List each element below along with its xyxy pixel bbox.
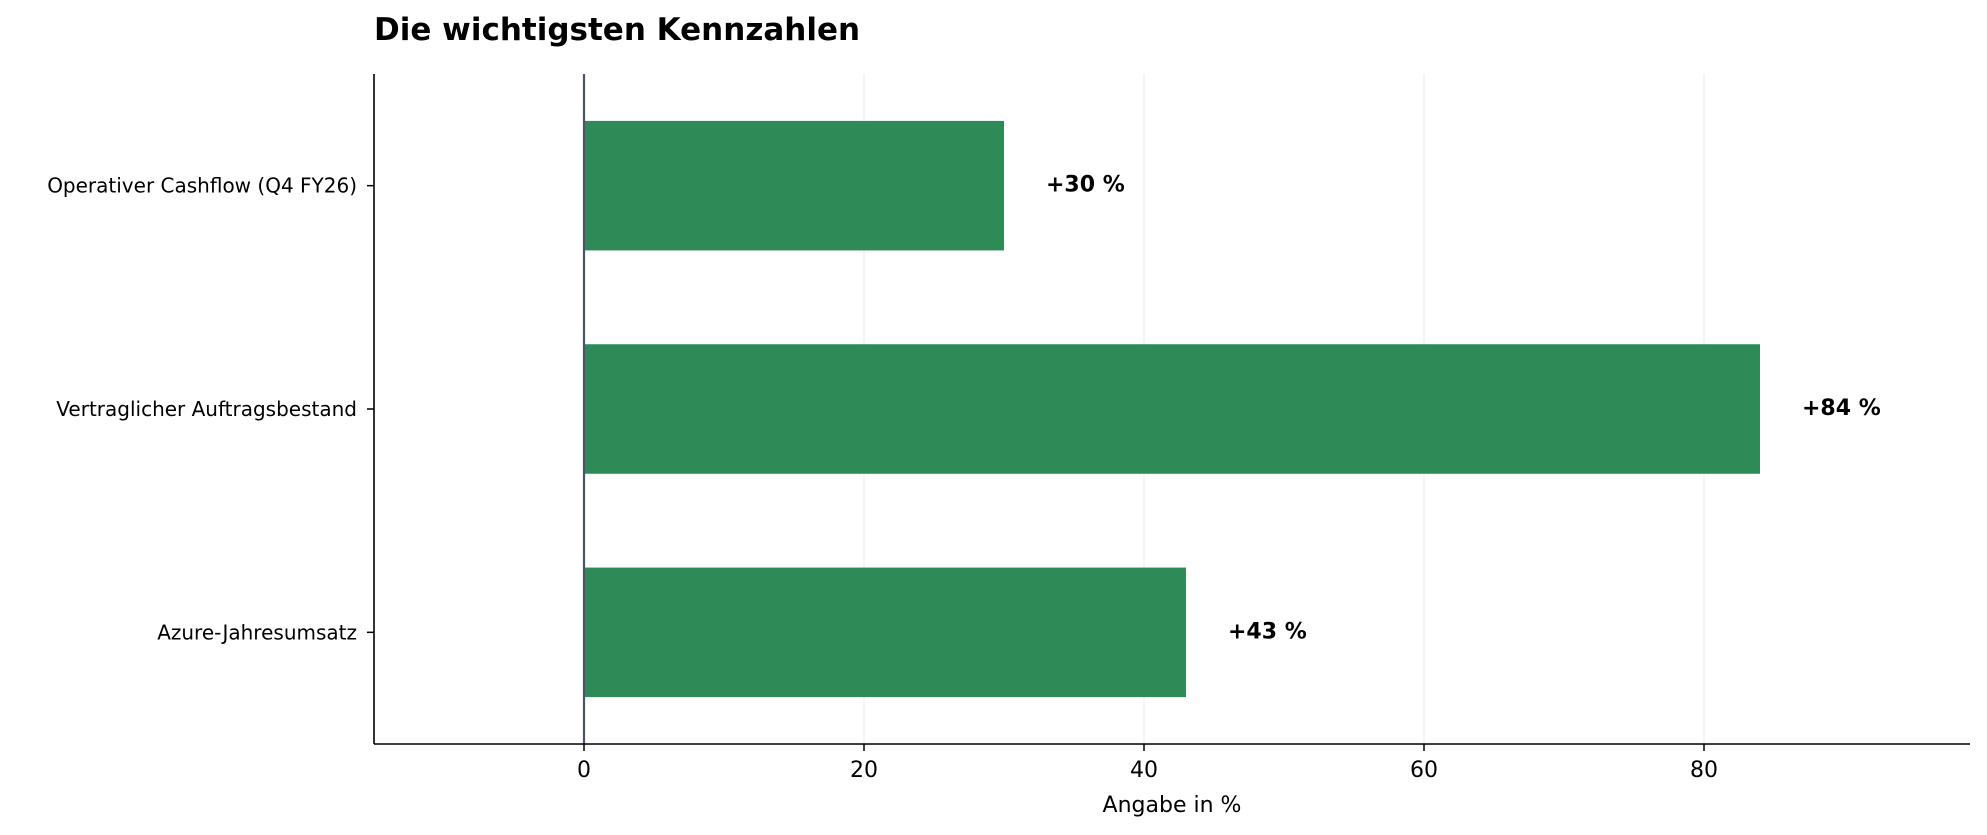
bars — [584, 120, 1760, 698]
bar-1 — [584, 344, 1760, 474]
x-tick-label-60: 60 — [1410, 758, 1438, 783]
bar-2 — [584, 567, 1186, 698]
bar-0 — [584, 120, 1004, 251]
category-labels: Operativer Cashflow (Q4 FY26) Vertraglich… — [47, 174, 374, 644]
x-axis-title: Angabe in % — [1103, 793, 1242, 818]
data-label-1: +84 % — [1802, 396, 1881, 421]
x-tick-label-80: 80 — [1690, 758, 1718, 783]
x-tick-label-20: 20 — [850, 758, 878, 783]
x-ticks: 0 20 40 60 80 — [577, 744, 1718, 783]
data-label-0: +30 % — [1046, 173, 1125, 198]
x-tick-label-0: 0 — [577, 758, 591, 783]
data-label-2: +43 % — [1228, 619, 1307, 644]
chart-title: Die wichtigsten Kennzahlen — [374, 12, 860, 48]
x-tick-label-40: 40 — [1130, 758, 1158, 783]
category-label-0: Operativer Cashflow (Q4 FY26) — [47, 174, 357, 198]
category-label-2: Azure-Jahresumsatz — [157, 620, 357, 644]
data-labels: +30 % +84 % +43 % — [1046, 173, 1881, 645]
category-label-1: Vertraglicher Auftragsbestand — [56, 397, 357, 421]
